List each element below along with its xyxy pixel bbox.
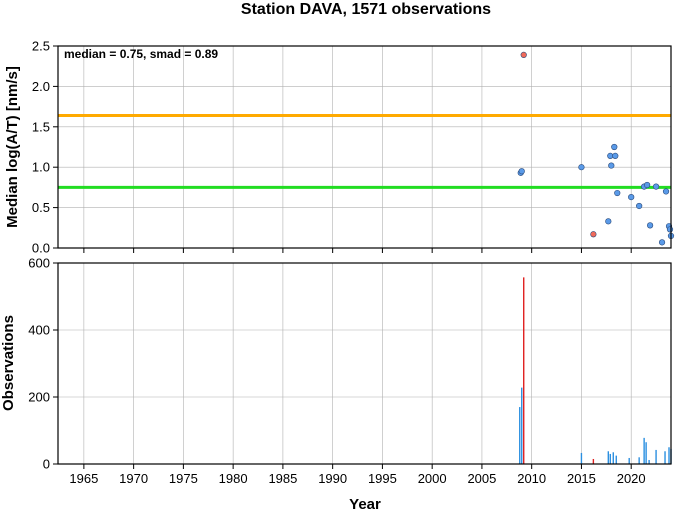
data-point	[612, 152, 619, 159]
data-point	[636, 202, 643, 210]
x-tick-label: 1970	[119, 471, 148, 486]
bottom-panel-y-axis-title: Observations	[0, 315, 17, 411]
bottom-y-tick-label: 0	[43, 457, 50, 472]
x-tick-label: 2020	[617, 471, 646, 486]
data-point	[608, 162, 615, 169]
top-y-tick-label: 2.5	[32, 39, 50, 54]
top-panel: 0.0 0.5 1.0 1.5 2.0 2.5 median = 0.75, smad =…	[4, 39, 675, 256]
x-tick-label: 1965	[69, 471, 98, 486]
data-point	[605, 218, 612, 225]
x-tick-label: 2005	[467, 471, 496, 486]
data-point	[518, 168, 525, 175]
data-point	[590, 231, 597, 238]
bottom-panel-bars	[519, 277, 672, 464]
data-point	[611, 143, 618, 151]
top-panel-frame	[57, 45, 672, 249]
top-panel-y-axis-title: Median log(A/T) [nm/s]	[4, 66, 21, 228]
top-y-tick-label: 2.0	[32, 79, 50, 94]
bottom-y-tick-label: 200	[28, 390, 50, 405]
bottom-y-tick-label: 400	[28, 323, 50, 338]
data-point	[628, 193, 635, 201]
data-point	[520, 51, 527, 58]
x-axis-title: Year	[349, 496, 381, 511]
data-point	[647, 222, 654, 229]
x-tick-label: 1985	[268, 471, 297, 486]
x-tick-label: 2010	[517, 471, 546, 486]
x-tick-label: 2000	[418, 471, 447, 486]
top-y-tick-label: 0.0	[32, 241, 50, 256]
top-panel-reference-lines	[58, 113, 671, 189]
x-tick-label: 1980	[219, 471, 248, 486]
bottom-y-tick-label: 600	[28, 256, 50, 271]
data-point	[614, 189, 621, 197]
x-tick-label: 1995	[368, 471, 397, 486]
top-panel-points	[517, 51, 675, 246]
data-point	[662, 188, 670, 195]
top-y-tick-label: 1.0	[32, 160, 50, 175]
top-y-tick-label: 0.5	[32, 200, 50, 215]
chart-title: Station DAVA, 1571 observations	[241, 1, 491, 18]
top-panel-axes: 0.0 0.5 1.0 1.5 2.0 2.5	[32, 39, 632, 256]
bottom-panel-axes: 1965 1970 1975 1980 1985 1990 1995 2000 2005 2010…	[28, 256, 645, 487]
bottom-panel-frame	[57, 262, 672, 465]
top-panel-annotation: median = 0.75, smad = 0.89	[64, 47, 218, 61]
data-point	[578, 164, 585, 171]
data-point	[666, 226, 674, 233]
data-point	[652, 183, 660, 190]
x-tick-label: 1975	[169, 471, 198, 486]
x-tick-label: 2015	[567, 471, 596, 486]
top-panel-grid	[58, 45, 671, 249]
bottom-panel-grid	[58, 262, 671, 465]
data-point	[644, 181, 651, 189]
bottom-panel: 1965 1970 1975 1980 1985 1990 1995 2000 2005 2010…	[0, 256, 672, 513]
data-point	[658, 239, 666, 246]
x-tick-label: 1990	[318, 471, 347, 486]
top-y-tick-label: 1.5	[32, 119, 50, 134]
